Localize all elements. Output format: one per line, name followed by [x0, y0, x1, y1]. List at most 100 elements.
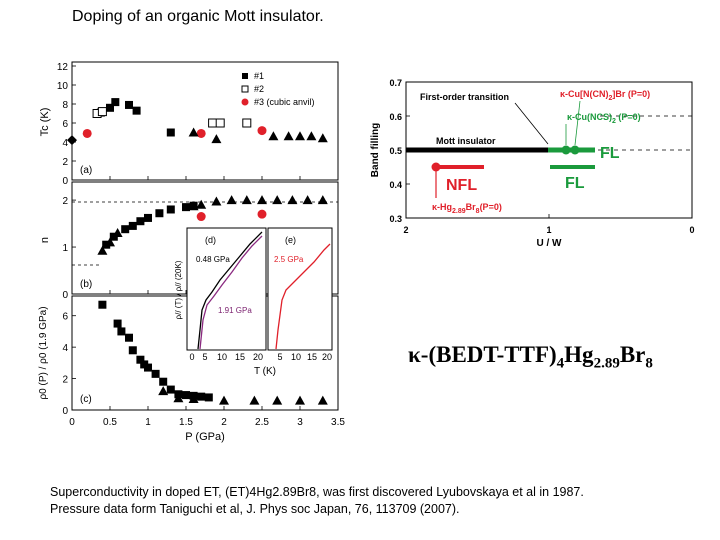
panel-a-ytick-4: 8	[62, 100, 68, 111]
inset-e-label: (e)	[285, 235, 296, 245]
chemical-formula: κ-(BEDT-TTF)4Hg2.89Br8	[408, 342, 653, 373]
inset-d-frame	[186, 227, 267, 351]
data-point-open-square	[208, 118, 218, 128]
data-point-square	[128, 346, 137, 355]
legend-marker-2	[241, 85, 249, 93]
inset-d-curve-black	[197, 231, 263, 350]
band-filling-ytick-3: 0.6	[389, 112, 402, 122]
panel-a-ytick-5: 10	[57, 81, 69, 92]
data-point-triangle	[268, 131, 279, 141]
data-point-square	[166, 128, 175, 137]
panel-b-label: (b)	[80, 279, 92, 290]
data-point-square	[182, 203, 190, 212]
inset-e-curve-red	[275, 243, 331, 350]
data-point-square	[136, 217, 145, 226]
data-point-triangle	[306, 131, 317, 141]
caption-line-2: Pressure data form Taniguchi et al, J. P…	[50, 502, 460, 516]
hg-point	[431, 162, 441, 172]
data-point-triangle	[188, 201, 199, 211]
phase-diagram: 0.3 0.4 0.5 0.6 0.7 2 1 0 Band filling U / W Mo…	[370, 78, 695, 249]
slide-caption: Superconductivity in doped ET, (ET)4Hg2.…	[50, 484, 710, 518]
pressure-xlabel: P (GPa)	[185, 431, 225, 443]
inset-d-label: (d)	[205, 235, 216, 245]
data-point-square	[136, 355, 145, 364]
legend-label-2: #2	[254, 84, 264, 94]
pressure-legend: #1 #2 #3 (cubic anvil)	[241, 71, 315, 107]
mott-insulator-label: Mott insulator	[436, 136, 496, 146]
inset-d-xtick-4: 20	[253, 352, 263, 362]
data-point-open-square	[97, 107, 107, 117]
data-point-square	[182, 391, 190, 400]
data-point-triangle	[226, 195, 237, 205]
data-point-circle	[82, 128, 92, 138]
formula-sub-4: 4	[556, 355, 565, 372]
data-point-triangle	[112, 227, 123, 237]
uw-xtick-1: 1	[546, 225, 551, 235]
data-point-triangle	[188, 127, 199, 137]
panel-a-ytick-6: 12	[57, 62, 69, 73]
data-point-triangle	[272, 195, 283, 205]
data-point-diamond	[67, 135, 77, 146]
panel-c-ylabel: ρ0 (P) / ρ0 (1.9 GPa)	[38, 306, 49, 399]
data-point-square	[106, 103, 114, 112]
panel-b-ytick-0: 0	[62, 290, 68, 301]
data-point-triangle	[196, 199, 207, 209]
legend-label-3: #3 (cubic anvil)	[254, 97, 315, 107]
data-point-square	[111, 98, 120, 107]
inset-d-annot-1: 0.48 GPa	[196, 255, 230, 264]
fl-lower-label: FL	[565, 175, 585, 192]
fl-upper-label: FL	[600, 145, 620, 162]
data-point-triangle	[272, 395, 283, 405]
caption-line-1: Superconductivity in doped ET, (ET)4Hg2.…	[50, 485, 584, 499]
data-point-square	[155, 209, 164, 218]
formula-br: Br	[619, 342, 646, 367]
nfl-label: NFL	[446, 177, 477, 194]
data-point-square	[166, 385, 175, 394]
panel-c-ytick-1: 2	[62, 375, 68, 386]
data-point-circle	[196, 128, 206, 138]
panel-b-ylabel: n	[39, 237, 51, 243]
data-point-open-square	[215, 118, 225, 128]
data-point-square	[144, 213, 152, 222]
first-order-label: First-order transition	[420, 92, 509, 102]
cu-n-arrow	[574, 100, 581, 146]
data-point-triangle	[295, 395, 305, 405]
slide-title: Doping of an organic Mott insulator.	[72, 8, 324, 25]
data-point-triangle	[241, 195, 252, 205]
data-point-triangle	[158, 386, 169, 396]
legend-label-1: #1	[254, 71, 264, 81]
pressure-xtick-7: 3.5	[331, 417, 345, 428]
data-point-triangle	[317, 133, 328, 143]
data-point-triangle	[211, 134, 222, 144]
panel-a-frame	[71, 61, 339, 181]
data-point-triangle	[295, 131, 305, 141]
data-point-circle	[257, 209, 267, 219]
inset-e-xtick-1: 10	[291, 352, 301, 362]
legend-marker-3	[241, 98, 249, 106]
panel-b-ytick-1: 1	[62, 243, 68, 254]
cu-n-label: κ-Cu[N(CN)2]Br (P=0)	[560, 89, 650, 102]
band-filling-ytick-0: 0.3	[389, 214, 402, 224]
panel-a-ylabel: Tc (K)	[39, 108, 51, 137]
pressure-xtick-2: 1	[145, 417, 151, 428]
data-point-square	[144, 363, 152, 372]
panel-a-ytick-0: 0	[62, 176, 68, 187]
inset-d-curve-purple	[199, 235, 263, 350]
band-filling-ytick-1: 0.4	[389, 180, 402, 190]
inset-e: (e) 2.5 GPa 5 10 15 20	[267, 227, 333, 362]
inset-d-xtick-1: 5	[202, 352, 207, 362]
data-point-square	[113, 319, 122, 328]
panel-c-ytick-2: 4	[62, 343, 68, 354]
data-point-triangle	[317, 195, 328, 205]
data-point-triangle	[105, 237, 115, 247]
formula-kappa: κ	[408, 342, 421, 367]
inset-e-xtick-0: 5	[277, 352, 282, 362]
inset-xlabel: T (K)	[254, 366, 276, 377]
legend-marker-1	[242, 73, 248, 79]
inset-e-annot: 2.5 GPa	[274, 255, 304, 264]
cu-ncs-point	[561, 145, 571, 155]
data-point-square	[166, 205, 175, 214]
data-point-triangle	[317, 395, 328, 405]
panel-c-ytick-3: 6	[62, 312, 68, 323]
